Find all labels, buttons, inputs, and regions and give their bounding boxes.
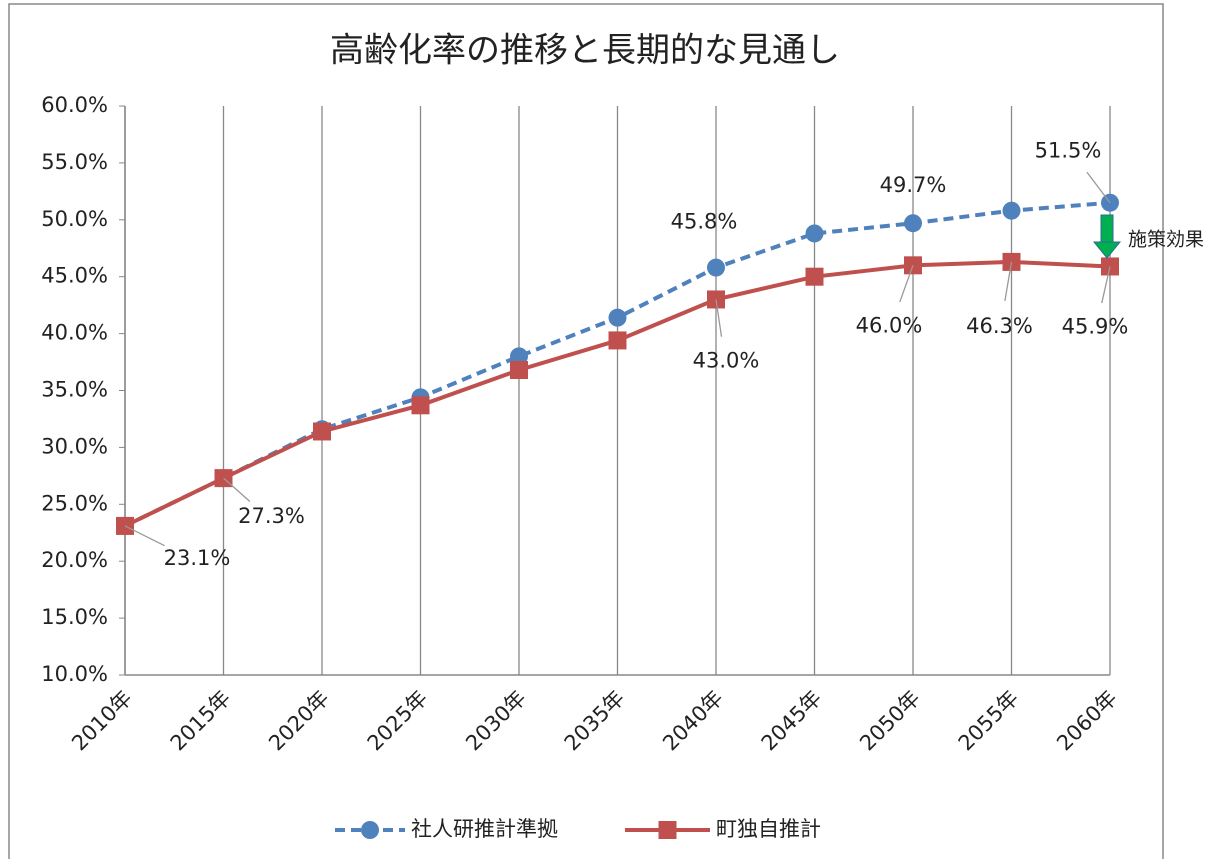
y-tick-label: 25.0% xyxy=(41,491,108,515)
legend-marker xyxy=(658,821,677,839)
data-label: 23.1% xyxy=(164,546,231,570)
data-point xyxy=(1002,201,1021,220)
y-tick-label: 30.0% xyxy=(41,434,108,458)
chart-title: 高齢化率の推移と長期的な見通し xyxy=(330,31,840,71)
data-label: 45.9% xyxy=(1062,314,1129,338)
data-label: 51.5% xyxy=(1035,139,1102,163)
data-point xyxy=(904,214,922,233)
y-tick-label: 45.0% xyxy=(41,264,108,288)
y-tick-label: 50.0% xyxy=(41,207,108,231)
data-point xyxy=(805,267,824,286)
chart-frame xyxy=(8,3,1164,859)
legend-label: 町独自推計 xyxy=(716,817,821,841)
y-tick-label: 40.0% xyxy=(41,321,108,345)
y-tick-label: 35.0% xyxy=(41,378,108,402)
legend-label: 社人研推計準拠 xyxy=(411,817,558,841)
annotation: 施策効果 xyxy=(1128,229,1204,251)
data-label: 49.7% xyxy=(880,173,947,197)
y-tick-label: 55.0% xyxy=(41,150,108,174)
data-label: 46.3% xyxy=(966,314,1033,338)
y-tick-label: 15.0% xyxy=(41,605,108,629)
data-label: 46.0% xyxy=(856,313,923,337)
leader-line xyxy=(715,299,723,337)
y-tick-label: 60.0% xyxy=(41,93,108,117)
data-point xyxy=(707,258,725,277)
leader-line xyxy=(1086,171,1111,204)
legend-marker xyxy=(361,821,379,839)
data-label: 27.3% xyxy=(238,504,305,528)
y-tick-label: 20.0% xyxy=(41,548,108,572)
data-point xyxy=(510,361,528,380)
data-point xyxy=(608,331,627,350)
y-tick-label: 10.0% xyxy=(41,662,108,686)
leader-line xyxy=(124,525,165,547)
leader-line xyxy=(1101,266,1111,304)
data-point xyxy=(313,422,331,441)
effect-arrow-head xyxy=(1092,241,1122,259)
leader-line xyxy=(899,265,914,303)
effect-arrow-shaft xyxy=(1100,214,1114,243)
data-point xyxy=(805,224,824,243)
leader-line xyxy=(1004,261,1013,302)
data-point xyxy=(510,347,528,366)
data-label: 43.0% xyxy=(693,348,760,372)
data-point xyxy=(608,308,627,327)
data-label: 45.8% xyxy=(671,210,738,234)
leader-line xyxy=(223,477,251,503)
data-point xyxy=(411,396,430,415)
